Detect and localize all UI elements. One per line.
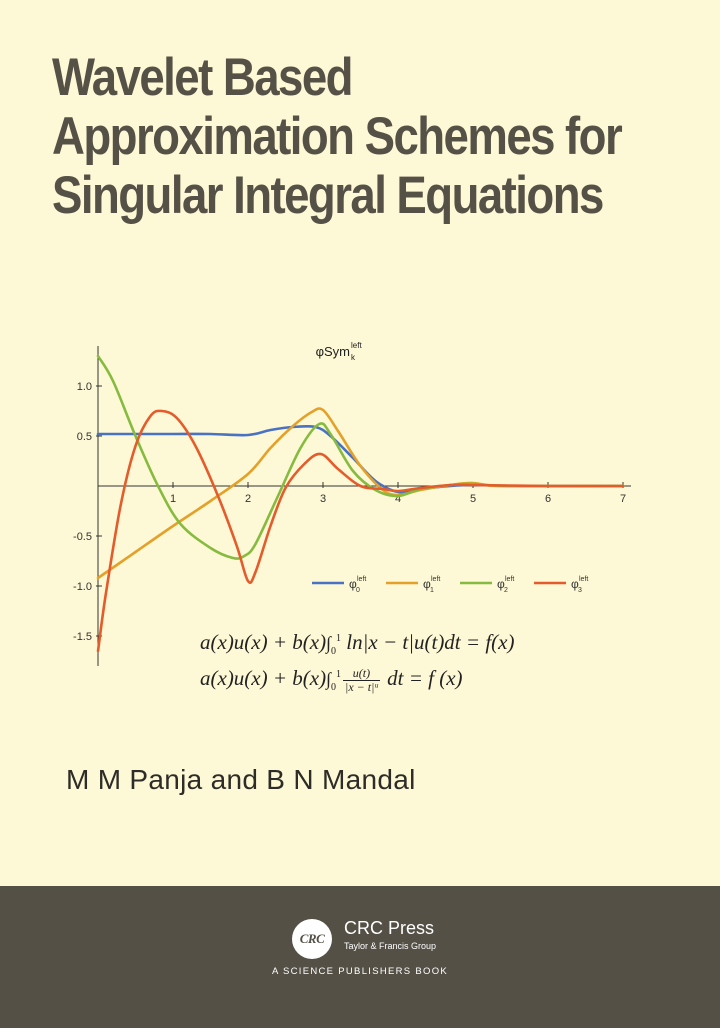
x-tick-label: 2: [245, 493, 251, 505]
x-tick-label: 4: [395, 493, 401, 505]
chart-title-sub: k: [351, 353, 356, 362]
legend-sup-phi-3: left: [579, 576, 588, 583]
legend-sup-phi-2: left: [505, 576, 514, 583]
x-tick-label: 3: [320, 493, 326, 505]
eq2-lower: 0: [331, 682, 337, 694]
series-line-phi-3: [96, 409, 625, 653]
title-line-3: Singular Integral Equations: [52, 166, 604, 225]
eq1-integral: ∫: [326, 633, 332, 653]
legend-sub-phi-0: 0: [356, 587, 360, 594]
eq1-lower: 0: [331, 646, 337, 658]
y-tick-label: 1.0: [77, 381, 92, 393]
eq2-prefix: a(x)u(x) + b(x): [200, 666, 327, 690]
authors: M M Panja and B N Mandal: [66, 764, 416, 795]
legend-label-phi-2: φ: [497, 577, 505, 591]
legend-label-phi-0: φ: [349, 577, 357, 591]
eq1-prefix: a(x)u(x) + b(x): [200, 630, 327, 654]
eq2-denominator: |x − t|ᵘ: [345, 679, 378, 694]
eq1-upper: 1: [336, 633, 342, 644]
legend-sub-phi-3: 3: [578, 587, 582, 594]
eq2-fraction: u(t) |x − t|ᵘ: [343, 666, 380, 694]
publisher-band: [0, 886, 720, 1028]
x-tick-label: 1: [170, 493, 176, 505]
y-tick-label: -1.5: [73, 631, 92, 643]
chart-title: φSym: [316, 344, 350, 359]
title-line-2: Approximation Schemes for: [52, 107, 623, 166]
eq2-body: dt = f (x): [381, 666, 463, 690]
equation-log-kernel: a(x)u(x) + b(x)∫0 1 ln|x − t|u(t)dt = f(x…: [200, 630, 620, 657]
y-tick-label: 0.5: [77, 431, 92, 443]
book-title: Wavelet Based Approximation Schemes for …: [52, 48, 623, 225]
eq2-integral: ∫: [326, 669, 332, 689]
eq2-upper: 1: [336, 669, 342, 680]
series-line-phi-0: [96, 424, 625, 494]
equation-abel-kernel: a(x)u(x) + b(x)∫0 1 u(t) |x − t|ᵘ dt = f (x…: [200, 666, 620, 694]
legend-sub-phi-2: 2: [504, 587, 508, 594]
x-tick-label: 6: [545, 493, 551, 505]
title-line-1: Wavelet Based: [52, 48, 353, 107]
publisher-name: CRC Press: [344, 918, 435, 938]
series-lines: [96, 354, 625, 653]
axes: 1 2 3 4 5 6 7 1.0 0.5 -0.5 -1.0 -1.5: [73, 346, 631, 666]
legend-sub-phi-1: 1: [430, 587, 434, 594]
legend-sup-phi-0: left: [357, 576, 366, 583]
legend-sup-phi-1: left: [431, 576, 440, 583]
series-line-phi-2: [96, 354, 625, 560]
legend-label-phi-3: φ: [571, 577, 579, 591]
y-tick-label: -0.5: [73, 531, 92, 543]
chart-title-sup: left: [351, 341, 362, 350]
x-tick-label: 7: [620, 493, 626, 505]
crc-logo-text: CRC: [299, 931, 325, 946]
eq2-numerator: u(t): [343, 666, 380, 681]
eq1-body: ln|x − t|u(t)dt = f(x): [341, 630, 515, 654]
publisher-group: Taylor & Francis Group: [344, 941, 437, 951]
legend-label-phi-1: φ: [423, 577, 431, 591]
y-tick-label: -1.0: [73, 581, 92, 593]
crc-logo-icon: [292, 919, 332, 959]
publisher-tagline: A SCIENCE PUBLISHERS BOOK: [271, 966, 449, 977]
x-tick-label: 5: [470, 493, 476, 505]
